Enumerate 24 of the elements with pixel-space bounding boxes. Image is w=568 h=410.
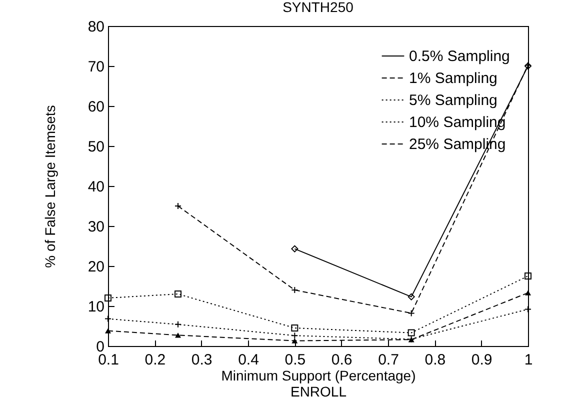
y-axis-title: % of False Large Itemsets [42,105,58,268]
x-tick-label: 0.8 [424,352,446,368]
legend-label: 5% Sampling [409,92,498,109]
y-tick-label: 20 [88,258,104,276]
x-tick-label: 1 [524,352,533,368]
x-tick-label: 0.9 [471,352,492,368]
y-tick-label: 60 [88,98,104,116]
legend-label: 0.5% Sampling [409,48,510,65]
x-axis-title: Minimum Support (Percentage) [221,368,416,384]
x-tick-label: 0.2 [144,352,166,368]
x-tick-label: 0.5 [284,352,306,368]
y-tick-label: 80 [88,18,104,36]
x-tick-label: 0.7 [378,352,399,368]
legend-label: 1% Sampling [409,70,498,87]
y-tick-label: 70 [88,58,104,76]
chart-title: SYNTH250 [282,0,354,15]
y-tick-label: 10 [88,298,104,316]
x-tick-label: 0.3 [191,352,212,368]
y-tick-label: 40 [88,178,104,196]
y-tick-label: 50 [88,138,104,156]
x-tick-label: 0.6 [331,352,352,368]
y-tick-label: 30 [88,218,104,236]
text: ENROLL [290,384,347,400]
x-tick-label: 0.4 [238,352,259,368]
